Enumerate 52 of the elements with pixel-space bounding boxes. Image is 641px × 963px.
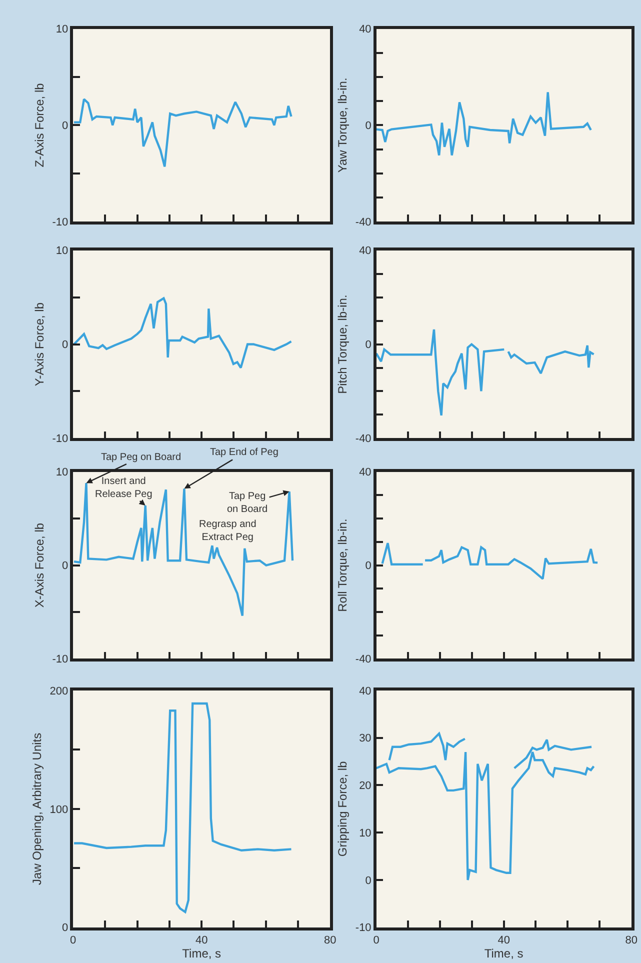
y-tick-label: -40 — [355, 433, 372, 446]
y-tick-label: 0 — [365, 874, 372, 887]
line-series — [73, 702, 292, 914]
y-tick-label: 0 — [62, 339, 68, 352]
y-axis-title: Roll Torque, lb-in. — [336, 518, 350, 612]
y-tick-label: -10 — [52, 216, 68, 228]
y-tick-label: 30 — [359, 732, 372, 745]
y-tick-label: 20 — [359, 780, 372, 792]
x-tick-label: 0 — [70, 934, 76, 946]
y-tick-label: -40 — [355, 216, 372, 228]
y-tick-label: -40 — [355, 654, 372, 666]
x-tick-label: 80 — [324, 934, 336, 946]
y-axis-title: Yaw Torque, lb-in. — [336, 78, 350, 173]
y-axis-title: Z-Axis Force, lb — [32, 82, 47, 168]
x-tick-label: 80 — [625, 934, 638, 946]
y-tick-label: 0 — [365, 560, 372, 572]
annotation: Regrasp and Extract Peg — [199, 519, 256, 543]
y-axis-title: X-Axis Force, lb — [32, 522, 47, 608]
x-tick-label: 40 — [195, 934, 208, 946]
x-axis-title: Time, s — [484, 946, 524, 960]
y-tick-label: -10 — [355, 922, 372, 934]
y-tick-label: 10 — [56, 466, 68, 479]
y-tick-label: 0 — [62, 560, 68, 572]
y-tick-label: 40 — [359, 245, 372, 258]
annotation: Insert and Release Peg — [95, 476, 152, 500]
y-tick-label: 0 — [62, 922, 68, 934]
line-series — [73, 98, 292, 168]
x-axis-title: Time, s — [182, 946, 222, 960]
y-tick-label: 10 — [359, 827, 372, 840]
y-axis-title: Jaw Opening, Arbitrary Units — [30, 732, 44, 885]
y-tick-label: 10 — [56, 24, 68, 36]
annotation: Tap End of Peg — [210, 447, 278, 458]
x-tick-label: 40 — [498, 934, 510, 946]
y-tick-label: 0 — [365, 339, 372, 352]
annotation: Tap Peg on Board — [227, 491, 268, 515]
y-axis-title: Pitch Torque, lb-in. — [336, 294, 350, 394]
line-series — [73, 297, 292, 369]
y-tick-label: -10 — [52, 433, 68, 446]
annotation: Tap Peg on Board — [101, 452, 182, 463]
y-tick-label: 200 — [50, 685, 68, 698]
y-axis-title: Gripping Force, lb — [336, 760, 350, 857]
y-tick-label: 40 — [359, 24, 372, 36]
y-tick-label: 0 — [365, 120, 372, 132]
y-tick-label: 100 — [50, 804, 68, 816]
y-tick-label: 10 — [56, 245, 68, 258]
y-tick-label: 40 — [359, 466, 372, 479]
y-tick-label: -10 — [52, 654, 68, 666]
y-tick-label: 0 — [62, 120, 68, 132]
line-series — [376, 91, 592, 156]
y-tick-label: 40 — [359, 685, 372, 698]
y-axis-title: Y-Axis Force, lb — [32, 302, 47, 386]
x-tick-label: 0 — [373, 934, 380, 946]
